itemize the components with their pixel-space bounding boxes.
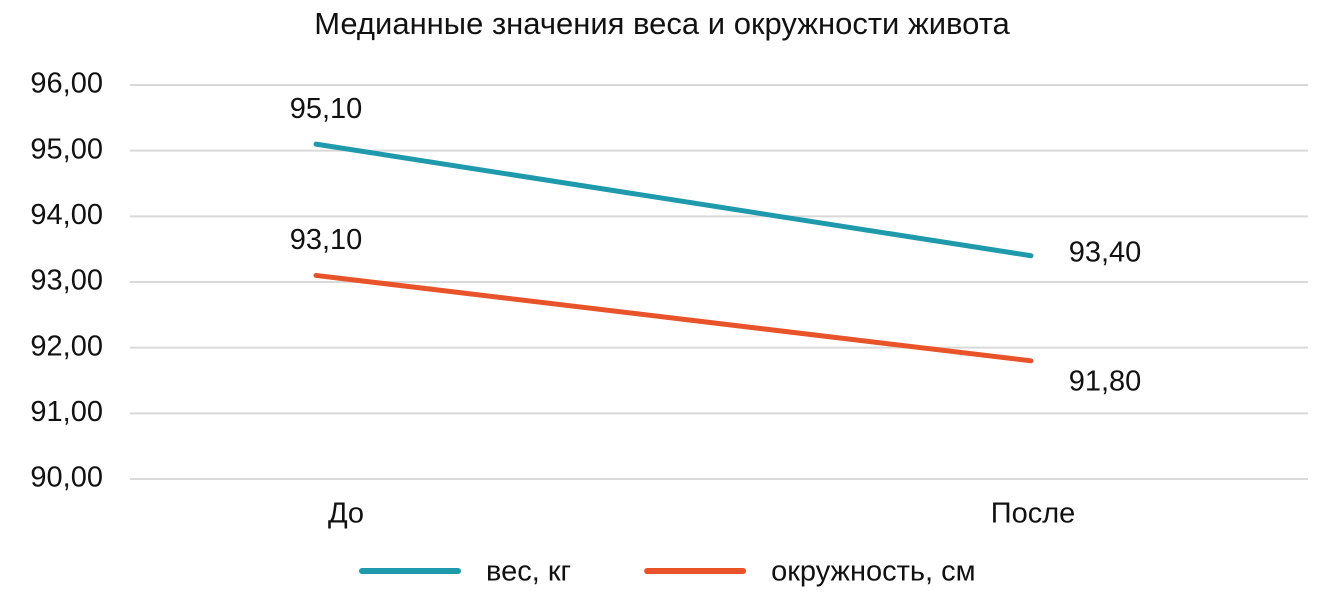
data-label: 93,10: [290, 224, 363, 256]
data-label: 93,40: [1069, 236, 1142, 268]
series-line: [313, 141, 1034, 259]
x-tick-label: После: [991, 498, 1076, 530]
legend-label: вес, кг: [486, 556, 571, 588]
y-tick-label: 94,00: [30, 199, 103, 231]
y-tick-label: 96,00: [30, 68, 103, 100]
y-tick-label: 95,00: [30, 133, 103, 165]
y-tick-label: 91,00: [30, 396, 103, 428]
legend-label: окружность, см: [771, 556, 975, 588]
data-label: 91,80: [1069, 365, 1142, 397]
y-tick-label: 92,00: [30, 330, 103, 362]
y-tick-label: 90,00: [30, 462, 103, 494]
chart-title: Медианные значения веса и окружности жив…: [314, 6, 1010, 41]
y-tick-label: 93,00: [30, 265, 103, 297]
series-line: [313, 272, 1034, 364]
data-label: 95,10: [290, 93, 363, 125]
x-tick-label: До: [328, 498, 364, 530]
